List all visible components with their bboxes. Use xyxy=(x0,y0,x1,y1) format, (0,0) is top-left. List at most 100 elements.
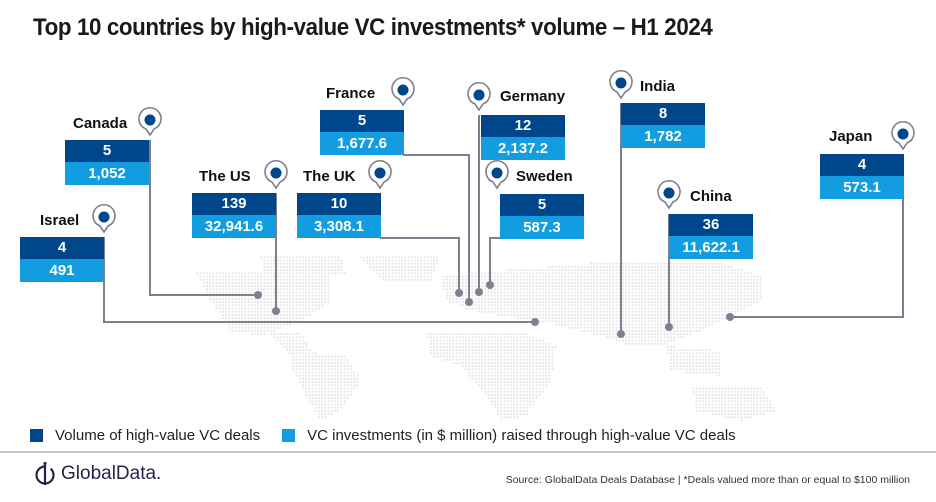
map-dot xyxy=(702,320,704,323)
map-dot xyxy=(711,304,714,307)
map-dot xyxy=(714,352,717,355)
connector-line-france xyxy=(403,154,470,302)
map-dot xyxy=(676,294,679,297)
map-dot xyxy=(622,266,624,268)
map-dot xyxy=(628,269,631,271)
map-dot xyxy=(462,282,464,284)
map-dot xyxy=(446,298,448,300)
map-dot xyxy=(714,304,717,307)
map-dot xyxy=(526,371,528,374)
map-dot xyxy=(225,272,227,275)
map-dot xyxy=(686,262,688,265)
map-dot xyxy=(465,294,467,297)
map-dot xyxy=(327,400,330,403)
map-dot xyxy=(689,365,691,367)
map-dot xyxy=(708,371,711,374)
map-dot xyxy=(586,275,589,278)
map-dot xyxy=(222,275,224,278)
map-dot xyxy=(567,275,570,278)
map-dot xyxy=(452,288,455,291)
map-dot xyxy=(708,266,711,268)
map-dot xyxy=(350,384,352,387)
map-dot xyxy=(218,298,221,300)
map-dot xyxy=(343,374,346,377)
map-dot xyxy=(641,310,643,313)
map-dot xyxy=(612,336,615,339)
map-dot xyxy=(743,397,746,399)
map-dot xyxy=(487,275,490,278)
map-dot xyxy=(273,323,275,326)
map-dot xyxy=(330,368,333,371)
map-dot xyxy=(730,307,733,310)
map-dot xyxy=(570,266,573,268)
map-dot xyxy=(526,285,528,287)
map-dot xyxy=(308,266,311,268)
map-dot xyxy=(526,390,528,393)
map-dot xyxy=(596,310,599,313)
map-dot xyxy=(330,387,333,390)
map-dot xyxy=(455,275,458,278)
map-dot xyxy=(647,278,650,281)
map-dot xyxy=(759,294,762,297)
map-dot xyxy=(666,330,669,332)
map-dot xyxy=(209,282,211,284)
map-dot xyxy=(308,355,311,358)
map-dot xyxy=(705,275,707,278)
map-dot xyxy=(602,262,605,265)
map-dot xyxy=(695,269,698,271)
map-dot xyxy=(430,275,432,278)
map-dot xyxy=(679,317,682,319)
map-dot xyxy=(526,275,528,278)
map-dot xyxy=(238,304,240,307)
map-dot xyxy=(522,381,525,383)
map-dot xyxy=(625,333,627,335)
map-dot xyxy=(660,262,663,265)
map-dot xyxy=(679,355,682,358)
map-dot xyxy=(353,381,355,383)
map-dot xyxy=(292,339,295,342)
map-dot xyxy=(708,403,711,406)
map-dot xyxy=(273,266,275,268)
map-dot xyxy=(311,259,314,262)
deal-volume-value: 10 xyxy=(297,193,381,215)
map-dot xyxy=(606,269,608,271)
map-dot xyxy=(231,285,234,287)
map-dot xyxy=(676,355,679,358)
map-dot xyxy=(583,317,586,319)
map-dot xyxy=(574,282,576,284)
map-dot xyxy=(644,291,647,294)
map-dot xyxy=(628,336,631,339)
map-dot xyxy=(596,278,599,281)
map-dot xyxy=(490,400,493,403)
map-dot xyxy=(692,278,695,281)
map-dot xyxy=(433,333,435,335)
map-dot xyxy=(506,397,509,399)
map-dot xyxy=(647,298,650,300)
map-dot xyxy=(266,298,269,300)
map-dot xyxy=(718,307,720,310)
map-dot xyxy=(698,320,701,323)
map-dot xyxy=(423,266,426,268)
map-dot xyxy=(606,301,608,303)
map-dot xyxy=(500,381,503,383)
location-dot-canada xyxy=(254,291,262,299)
map-dot xyxy=(212,285,215,287)
map-dot xyxy=(714,307,717,310)
map-dot xyxy=(673,275,675,278)
map-dot xyxy=(663,326,666,329)
map-dot xyxy=(548,362,551,364)
map-dot xyxy=(462,349,464,351)
map-dot xyxy=(311,362,314,364)
map-dot xyxy=(503,310,506,313)
map-dot xyxy=(436,349,439,351)
map-dot xyxy=(433,269,435,271)
map-dot xyxy=(724,282,727,284)
map-dot xyxy=(526,301,528,303)
map-dot xyxy=(542,272,544,275)
map-dot xyxy=(746,406,749,409)
map-dot xyxy=(657,285,659,287)
map-dot xyxy=(295,314,298,316)
map-dot xyxy=(718,266,720,268)
map-dot xyxy=(526,298,528,300)
map-dot xyxy=(340,358,343,361)
